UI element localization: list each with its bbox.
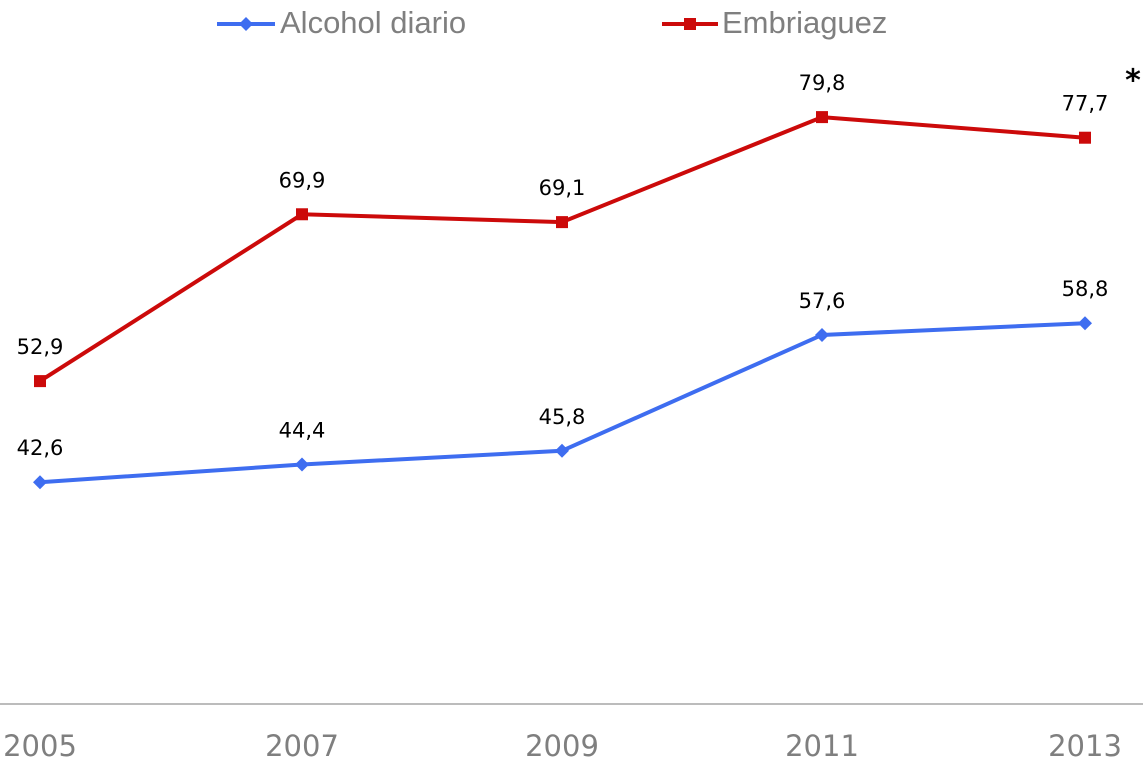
data-label: 57,6 — [799, 289, 846, 313]
x-tick-label: 2013 — [1048, 729, 1122, 763]
marker — [295, 457, 309, 472]
data-label: 79,8 — [799, 71, 846, 95]
marker — [34, 375, 46, 388]
data-label: 69,1 — [539, 176, 586, 200]
x-tick-label: 2005 — [3, 729, 77, 763]
marker — [33, 475, 47, 490]
legend-marker — [239, 17, 253, 31]
data-label: 52,9 — [17, 335, 64, 359]
data-label: 42,6 — [17, 436, 64, 460]
marker — [1078, 316, 1092, 331]
data-label: 58,8 — [1062, 277, 1109, 301]
data-label: 69,9 — [279, 168, 326, 192]
legend-marker — [684, 18, 696, 30]
x-tick-label: 2007 — [265, 729, 339, 763]
data-label: 45,8 — [539, 405, 586, 429]
data-label: 44,4 — [279, 419, 326, 443]
x-tick-label: 2011 — [785, 729, 859, 763]
series-line — [38, 115, 1086, 383]
marker — [556, 216, 568, 229]
legend-label: Alcohol diario — [280, 5, 466, 40]
x-tick-label: 2009 — [525, 729, 599, 763]
marker — [555, 443, 569, 458]
marker — [816, 111, 828, 124]
series-line — [39, 321, 1086, 485]
marker — [815, 327, 829, 342]
legend-label: Embriaguez — [722, 5, 887, 40]
annotation: * — [1125, 64, 1141, 99]
data-label: 77,7 — [1062, 92, 1109, 116]
marker — [296, 208, 308, 221]
marker — [1079, 131, 1091, 144]
